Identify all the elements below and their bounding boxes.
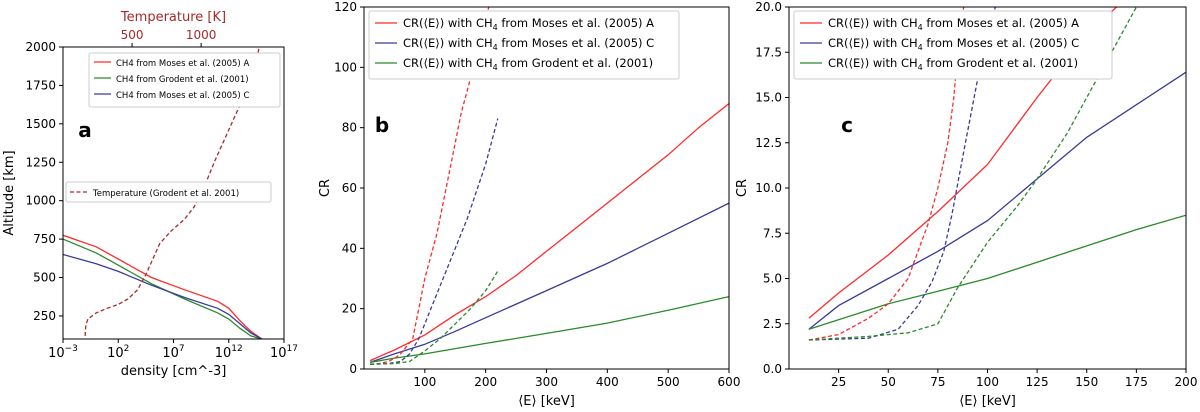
legend-box xyxy=(793,10,1113,80)
legend-label: CR(⟨E⟩) with CH4 from Moses et al. (2005… xyxy=(403,16,654,32)
x-tick-label: 100 xyxy=(976,375,999,389)
panel-b: 100 200 300 400 500 600 0 20 40 60 80 100 120 ⟨E⟩ [ke… xyxy=(318,0,740,409)
legend2-box xyxy=(65,181,272,203)
series-line-3 xyxy=(370,7,490,365)
top-tick-label: 1000 xyxy=(186,28,217,42)
legend-label: CR(⟨E⟩) with CH4 from Grodent et al. (20… xyxy=(828,56,1078,72)
y-tick-label: 120 xyxy=(334,0,357,14)
series-line-3 xyxy=(84,47,260,336)
y-tick-label: 2.5 xyxy=(763,317,782,331)
x-tick-label: 75 xyxy=(930,375,945,389)
y-tick-label: 5.0 xyxy=(763,272,782,286)
y-tick-label: 100 xyxy=(334,60,357,74)
x-tick-label: 107 xyxy=(162,344,184,361)
x-tick-label: 25 xyxy=(831,375,846,389)
y-tick-label: 1000 xyxy=(25,194,56,208)
series-line-3 xyxy=(808,7,965,341)
panel-a: 10−3 102 107 1012 1017 250 500 750 1000 1250 1500 1… xyxy=(2,10,298,379)
x-tick-label: 300 xyxy=(535,375,558,389)
y-tick-label: 40 xyxy=(342,241,357,255)
x-tick-label: 125 xyxy=(1026,375,1049,389)
y-tick-label: 20.0 xyxy=(755,0,782,14)
y-tick-label: 1750 xyxy=(25,78,56,92)
y-tick-label: 80 xyxy=(342,121,357,135)
x-tick-label: 400 xyxy=(596,375,619,389)
y-tick-label: 0 xyxy=(349,362,357,376)
top-tick-label: 500 xyxy=(121,28,144,42)
legend2-label: Temperature (Grodent et al. 2001) xyxy=(92,189,239,199)
y-tick-label: 15.0 xyxy=(755,91,782,105)
y-tick-label: 1500 xyxy=(25,117,56,131)
legend-label: CR(⟨E⟩) with CH4 from Moses et al. (2005… xyxy=(828,36,1079,52)
series-line-1 xyxy=(63,238,263,339)
y-tick-label: 7.5 xyxy=(763,226,782,240)
y-tick-label: 500 xyxy=(33,271,56,285)
legend-label: CR(⟨E⟩) with CH4 from Moses et al. (2005… xyxy=(828,16,1079,32)
series-line-1 xyxy=(369,202,729,364)
y-tick-label: 60 xyxy=(342,181,357,195)
x-tick-label: 1012 xyxy=(215,344,243,361)
x-tick-label: 500 xyxy=(657,375,680,389)
y-tick-label: 2000 xyxy=(25,40,56,54)
series-line-1 xyxy=(808,71,1186,330)
x-tick-label: 200 xyxy=(474,375,497,389)
x-tick-label: 102 xyxy=(107,344,129,361)
series-line-0 xyxy=(63,234,263,339)
x-axis-label: ⟨E⟩ [keV] xyxy=(518,394,575,409)
x-tick-label: 150 xyxy=(1075,375,1098,389)
legend-label: CH4 from Moses et al. (2005) A xyxy=(116,59,249,69)
y-tick-label: 17.5 xyxy=(755,45,782,59)
series-line-4 xyxy=(370,118,499,365)
y-axis-label: Altitude [km] xyxy=(2,150,17,235)
series-group xyxy=(63,47,263,339)
panel-label: c xyxy=(841,113,853,137)
x-tick-label: 175 xyxy=(1125,375,1148,389)
panel-label: a xyxy=(78,118,92,142)
y-tick-label: 1250 xyxy=(25,155,56,169)
y-tick-label: 750 xyxy=(33,232,56,246)
top-axis-label: Temperature [K] xyxy=(120,10,226,25)
series-line-2 xyxy=(808,214,1186,330)
y-tick-label: 250 xyxy=(33,309,56,323)
series-line-0 xyxy=(369,102,729,362)
series-line-2 xyxy=(63,253,263,339)
y-tick-label: 20 xyxy=(342,302,357,316)
x-tick-label: 600 xyxy=(718,375,741,389)
x-axis-label: ⟨E⟩ [keV] xyxy=(959,394,1016,409)
panel-label: b xyxy=(375,113,389,137)
legend-box xyxy=(88,52,281,108)
legend-box xyxy=(368,10,680,80)
legend-label: CR(⟨E⟩) with CH4 from Moses et al. (2005… xyxy=(403,36,654,52)
x-tick-label: 200 xyxy=(1175,375,1198,389)
series-line-2 xyxy=(369,295,729,364)
series-group xyxy=(369,7,729,365)
y-tick-label: 10.0 xyxy=(755,181,782,195)
legend-label: CH4 from Moses et al. (2005) C xyxy=(116,91,249,101)
x-tick-label: 1017 xyxy=(270,344,298,361)
legend-label: CR(⟨E⟩) with CH4 from Grodent et al. (20… xyxy=(403,56,653,72)
panel-c: 25 50 75 100 125 150 175 200 0.0 2.5 5.0 7.5 10.0 12.… xyxy=(735,0,1197,409)
legend-label: CH4 from Grodent et al. (2001) xyxy=(116,75,249,85)
x-tick-label: 100 xyxy=(413,375,436,389)
series-line-5 xyxy=(808,7,1137,341)
x-tick-label: 10−3 xyxy=(48,344,78,361)
series-line-5 xyxy=(370,270,499,365)
x-axis-label: density [cm^-3] xyxy=(121,364,227,379)
x-tick-label: 50 xyxy=(881,375,896,389)
y-tick-label: 0.0 xyxy=(763,362,782,376)
y-axis-label: CR xyxy=(318,179,333,197)
y-axis-label: CR xyxy=(735,179,750,197)
y-tick-label: 12.5 xyxy=(755,136,782,150)
